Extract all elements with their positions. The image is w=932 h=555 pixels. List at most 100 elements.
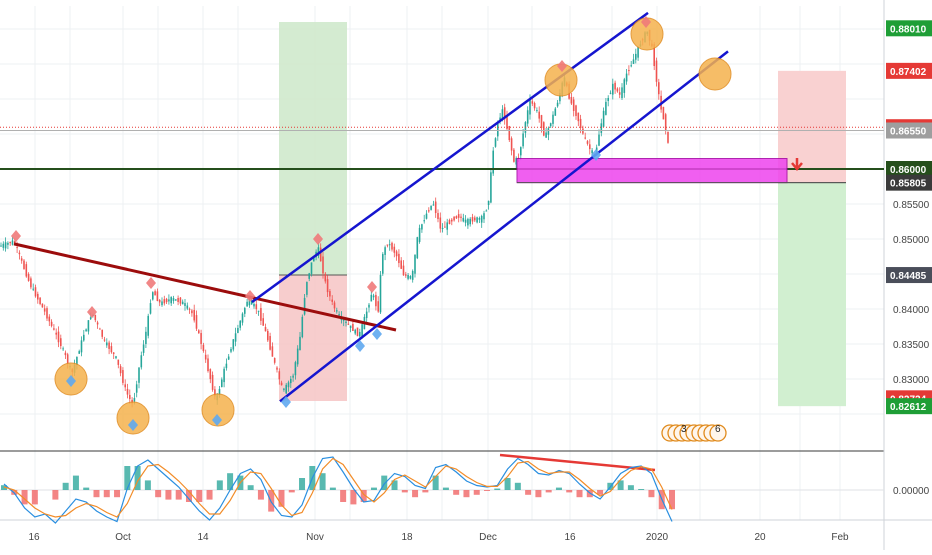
candle-body — [577, 112, 580, 122]
candle-body — [503, 107, 506, 120]
candle-body — [278, 371, 281, 380]
candle-body — [230, 348, 232, 352]
candle-body — [145, 331, 147, 344]
buy-marker-4 — [355, 340, 365, 352]
price-label: 0.86550 — [890, 127, 927, 138]
candle-body — [177, 298, 179, 303]
long-target-box — [279, 22, 347, 275]
channel-lower-line — [279, 50, 729, 403]
candle-body — [108, 342, 110, 349]
osc-histogram-bar — [216, 480, 223, 490]
candle-body — [257, 310, 260, 312]
candle-body — [382, 254, 384, 274]
osc-histogram-bar — [144, 480, 151, 490]
event-marker-8 — [709, 424, 727, 442]
candle-body — [618, 92, 621, 95]
candle-body — [506, 115, 508, 129]
candle-body — [227, 356, 230, 360]
candle-body — [414, 254, 416, 274]
candle-body — [439, 217, 442, 229]
candle-body — [64, 352, 67, 356]
candle-body — [485, 210, 488, 212]
candle-body — [388, 244, 391, 246]
candle-body — [41, 303, 44, 308]
candle-body — [78, 351, 80, 354]
candle-body — [393, 246, 396, 253]
candle-body — [483, 213, 485, 220]
candle-body — [572, 99, 575, 111]
candle-body — [375, 294, 377, 307]
candle-body — [349, 325, 352, 329]
candle-body — [402, 265, 405, 276]
candle-body — [138, 367, 140, 383]
candle-body — [188, 308, 191, 310]
candle-body — [294, 362, 297, 376]
candle-body — [607, 97, 609, 101]
candle-body — [508, 126, 511, 141]
price-axis: 0.85500 0.85000 0.84000 0.83500 0.83000 0.880… — [886, 20, 932, 497]
candle-body — [234, 333, 237, 342]
candle-body — [129, 394, 131, 400]
candle-body — [487, 200, 490, 206]
candle-body — [377, 301, 379, 312]
candle-body — [301, 316, 304, 338]
candle-body — [586, 141, 589, 144]
candle-body — [246, 301, 248, 307]
time-tick-label: Feb — [831, 532, 849, 543]
osc-histogram-bar — [319, 473, 326, 490]
price-label-box — [886, 62, 932, 79]
candle-body — [655, 60, 658, 82]
candle-body — [575, 105, 577, 116]
candle-body — [292, 375, 294, 378]
candle-body — [621, 87, 623, 99]
candle-body — [359, 331, 361, 337]
osc-histogram-bar — [52, 490, 59, 500]
candle-body — [239, 320, 241, 328]
candle-body — [331, 299, 333, 302]
price-label: 0.86000 — [890, 165, 927, 176]
candle-body — [492, 150, 494, 174]
candle-body — [126, 388, 129, 395]
candle-body — [600, 123, 603, 133]
candle-body — [181, 301, 184, 305]
candle-body — [20, 258, 23, 261]
candle-body — [290, 378, 292, 384]
osc-histogram-bar — [422, 490, 429, 493]
candle-body — [244, 308, 246, 314]
candle-body — [223, 368, 225, 383]
candle-body — [50, 321, 53, 326]
candle-body — [198, 330, 200, 334]
candle-body — [186, 305, 189, 309]
candle-body — [161, 301, 163, 306]
time-axis: 16 Oct 14 Nov 18 Dec 16 2020 20 Feb — [28, 532, 849, 543]
osc-histogram-bar — [432, 475, 439, 490]
candle-body — [510, 138, 513, 151]
candle-body — [214, 389, 216, 397]
osc-histogram-bar — [576, 490, 583, 498]
candle-body — [135, 384, 138, 393]
candle-body — [570, 97, 573, 104]
price-label-box — [886, 20, 932, 37]
osc-histogram-bar — [114, 490, 121, 498]
candle-body — [347, 323, 350, 325]
candle-body — [333, 302, 336, 309]
candle-body — [630, 65, 632, 67]
osc-histogram-bar — [278, 490, 285, 507]
osc-histogram-bar — [257, 490, 264, 500]
candle-body — [395, 251, 398, 257]
candle-body — [175, 299, 177, 301]
candle-body — [494, 138, 497, 147]
candle-body — [110, 346, 113, 353]
candle-body — [271, 346, 274, 357]
candle-body — [365, 311, 368, 319]
candle-body — [623, 79, 626, 93]
osc-histogram-bar — [288, 490, 295, 493]
candle-body — [101, 329, 103, 337]
supply-zone — [516, 158, 788, 184]
osc-histogram-bar — [504, 478, 511, 490]
candle-body — [267, 330, 269, 341]
candle-body — [614, 82, 616, 90]
